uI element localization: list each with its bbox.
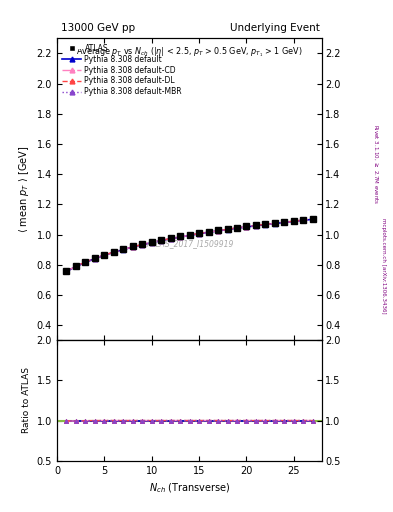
Text: Underlying Event: Underlying Event (230, 23, 320, 33)
X-axis label: $N_{ch}$ (Transverse): $N_{ch}$ (Transverse) (149, 481, 230, 495)
Text: Average $p_T$ vs $N_{ch}$ ($|\eta|$ < 2.5, $p_T$ > 0.5 GeV, $p_{T_1}$ > 1 GeV): Average $p_T$ vs $N_{ch}$ ($|\eta|$ < 2.… (76, 46, 303, 59)
Text: 13000 GeV pp: 13000 GeV pp (61, 23, 135, 33)
Legend: ATLAS, Pythia 8.308 default, Pythia 8.308 default-CD, Pythia 8.308 default-DL, P: ATLAS, Pythia 8.308 default, Pythia 8.30… (61, 42, 184, 98)
Y-axis label: $\langle$ mean $p_T$ $\rangle$ [GeV]: $\langle$ mean $p_T$ $\rangle$ [GeV] (17, 145, 31, 233)
Text: Rivet 3.1.10, $\geq$ 2.7M events: Rivet 3.1.10, $\geq$ 2.7M events (371, 123, 379, 204)
Y-axis label: Ratio to ATLAS: Ratio to ATLAS (22, 368, 31, 434)
Text: mcplots.cern.ch [arXiv:1306.3436]: mcplots.cern.ch [arXiv:1306.3436] (381, 219, 386, 314)
Text: ATLAS_2017_I1509919: ATLAS_2017_I1509919 (146, 239, 233, 248)
